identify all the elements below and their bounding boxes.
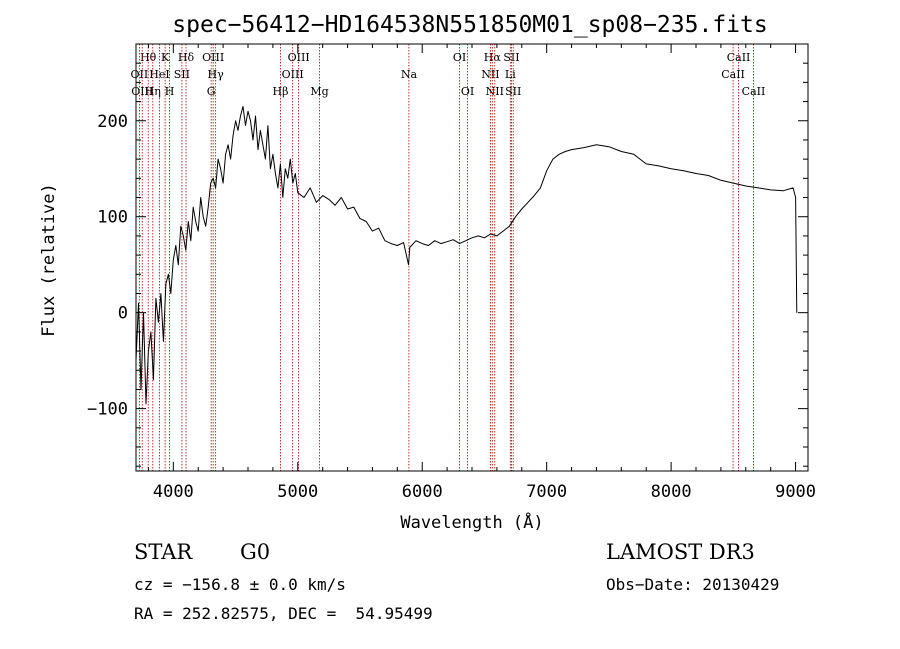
x-tick-label: 9000: [775, 482, 816, 502]
redshift-cz: cz = −156.8 ± 0.0 km/s: [134, 575, 346, 594]
line-marker-label: Na: [401, 68, 418, 81]
line-marker-label: HeI: [149, 68, 169, 81]
line-marker-label: H: [165, 85, 175, 98]
y-tick-label: −100: [87, 400, 128, 420]
line-marker-label: Mg: [310, 85, 328, 98]
line-marker-label: OIII: [288, 51, 310, 64]
object-class: STAR: [134, 540, 193, 564]
y-tick-label: 0: [118, 304, 128, 324]
chart-title: spec−56412−HD164538N551850M01_sp08−235.f…: [172, 12, 767, 38]
line-marker-label: OIII: [131, 85, 153, 98]
x-tick-label: 8000: [651, 482, 692, 502]
y-tick-label: 200: [97, 112, 128, 132]
line-marker-label: SII: [174, 68, 190, 81]
line-marker-label: Hη: [145, 85, 161, 98]
y-axis-label: Flux (relative): [39, 183, 59, 337]
line-marker-label: OIII: [202, 51, 224, 64]
object-subclass: G0: [240, 540, 271, 564]
line-marker-label: Hα: [484, 51, 502, 64]
line-marker-label: NII: [486, 85, 504, 98]
x-tick-label: 5000: [277, 482, 318, 502]
spectrum-series: [135, 105, 798, 405]
line-marker-label: OI: [461, 85, 474, 98]
line-marker-label: Li: [505, 68, 516, 81]
line-marker-label: SII: [503, 51, 519, 64]
line-marker-label: Hβ: [273, 85, 289, 98]
line-marker-label: K: [161, 51, 170, 64]
x-tick-label: 4000: [153, 482, 194, 502]
line-marker-label: Hδ: [178, 51, 195, 64]
x-tick-label: 6000: [402, 482, 443, 502]
coordinates: RA = 252.82575, DEC = 54.95499: [134, 604, 433, 623]
observation-date: Obs−Date: 20130429: [606, 575, 780, 594]
survey-label: LAMOST DR3: [606, 540, 755, 564]
line-marker-label: OI: [453, 51, 466, 64]
line-marker-label: NII: [481, 68, 499, 81]
line-marker-label: CaII: [742, 85, 766, 98]
line-marker-label: CaII: [721, 68, 745, 81]
y-tick-label: 100: [97, 208, 128, 228]
x-axis-label: Wavelength (Å): [400, 511, 543, 533]
line-marker-label: Hγ: [208, 68, 225, 81]
spectrum-line: [135, 105, 798, 405]
line-marker-label: G: [207, 85, 216, 98]
line-marker-label: CaII: [727, 51, 751, 64]
x-axis-ticks: 4000 5000 6000 7000 8000 9000: [147, 44, 816, 502]
y-axis-ticks: −100 0 100 200: [87, 43, 808, 467]
line-marker-label: SII: [505, 85, 521, 98]
x-tick-label: 7000: [526, 482, 567, 502]
plot-frame: [135, 43, 809, 472]
line-marker-label: OII: [131, 68, 149, 81]
line-marker-label: OIII: [282, 68, 304, 81]
